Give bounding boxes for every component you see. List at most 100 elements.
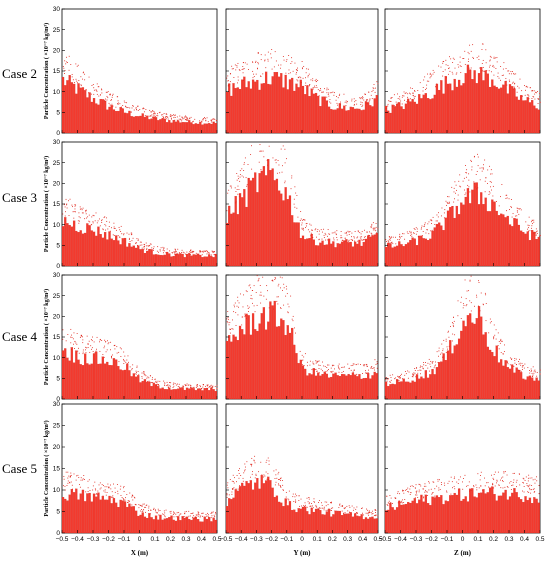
bar xyxy=(61,497,65,534)
data-point xyxy=(353,237,355,239)
data-point xyxy=(62,338,64,340)
bar xyxy=(464,73,467,134)
data-point xyxy=(376,367,378,369)
data-point xyxy=(507,486,509,488)
data-point xyxy=(285,491,287,493)
data-point xyxy=(235,69,237,71)
bar xyxy=(90,363,93,400)
data-point xyxy=(438,489,440,491)
data-point xyxy=(341,510,343,512)
bar xyxy=(72,220,76,267)
data-point xyxy=(110,349,111,351)
data-point xyxy=(509,482,511,484)
data-point xyxy=(400,375,401,377)
data-point xyxy=(338,507,340,509)
data-point xyxy=(413,374,415,376)
data-point xyxy=(460,318,462,319)
data-point xyxy=(375,512,377,513)
data-point xyxy=(343,507,345,509)
data-point xyxy=(442,350,444,352)
data-point xyxy=(185,119,187,121)
data-point xyxy=(120,348,122,350)
data-point xyxy=(403,490,405,492)
data-point xyxy=(307,229,309,231)
data-point xyxy=(410,492,412,494)
data-point xyxy=(484,477,485,479)
bar xyxy=(139,514,142,534)
data-point xyxy=(395,236,396,238)
bar xyxy=(413,238,416,267)
data-point xyxy=(271,68,273,70)
bar xyxy=(208,123,211,134)
data-point xyxy=(101,222,103,223)
data-point xyxy=(85,211,87,213)
bar xyxy=(460,85,463,134)
data-point xyxy=(425,491,427,493)
data-point xyxy=(154,510,156,512)
data-point xyxy=(248,306,250,308)
data-point xyxy=(307,76,309,78)
bar xyxy=(321,240,324,267)
data-point xyxy=(486,70,488,72)
data-point xyxy=(328,369,329,370)
bar xyxy=(123,369,127,400)
data-point xyxy=(290,295,292,297)
data-point xyxy=(359,97,361,99)
data-point xyxy=(155,380,157,382)
data-point xyxy=(75,63,77,65)
data-point xyxy=(525,86,527,88)
data-point xyxy=(336,230,338,232)
data-point xyxy=(110,488,112,490)
data-point xyxy=(86,347,88,349)
bar xyxy=(535,108,538,134)
bar xyxy=(95,351,98,400)
data-point xyxy=(92,489,94,491)
data-point xyxy=(399,237,401,239)
y-tick-label: 20 xyxy=(53,48,61,55)
bar xyxy=(336,108,339,134)
data-point xyxy=(418,489,420,491)
bar xyxy=(238,88,242,134)
data-point xyxy=(514,87,515,89)
data-point xyxy=(231,65,233,67)
panel-case-3-y xyxy=(225,141,379,267)
bar xyxy=(126,246,129,267)
data-point xyxy=(432,216,434,218)
data-point xyxy=(490,56,492,58)
data-point xyxy=(353,104,355,106)
data-point xyxy=(112,495,114,497)
data-point xyxy=(107,97,109,99)
data-point xyxy=(82,72,84,74)
data-point xyxy=(296,495,298,497)
data-point xyxy=(443,212,445,214)
bar xyxy=(369,517,372,534)
y-axis-label: Particle Concentration ( ×10⁻⁷ kg/m³) xyxy=(43,289,50,385)
data-point xyxy=(78,212,80,214)
data-point xyxy=(482,489,484,491)
bar xyxy=(278,76,281,134)
data-point xyxy=(318,238,320,240)
bar xyxy=(351,372,355,400)
data-point xyxy=(310,224,312,226)
bar xyxy=(517,497,520,534)
bar xyxy=(174,389,178,400)
data-point xyxy=(395,101,397,103)
data-point xyxy=(233,304,235,306)
data-point xyxy=(300,218,302,220)
data-point xyxy=(82,353,84,355)
data-point xyxy=(158,514,160,516)
data-point xyxy=(156,383,158,385)
data-point xyxy=(65,198,67,200)
data-point xyxy=(191,250,193,252)
data-point xyxy=(303,219,305,221)
bar xyxy=(323,244,326,267)
data-point xyxy=(215,253,216,255)
data-point xyxy=(306,225,307,227)
bar xyxy=(486,73,489,134)
data-point xyxy=(329,101,331,103)
data-point xyxy=(426,84,428,86)
data-point xyxy=(277,303,279,305)
data-point xyxy=(292,70,294,72)
bar xyxy=(119,369,122,400)
data-point xyxy=(429,363,431,365)
